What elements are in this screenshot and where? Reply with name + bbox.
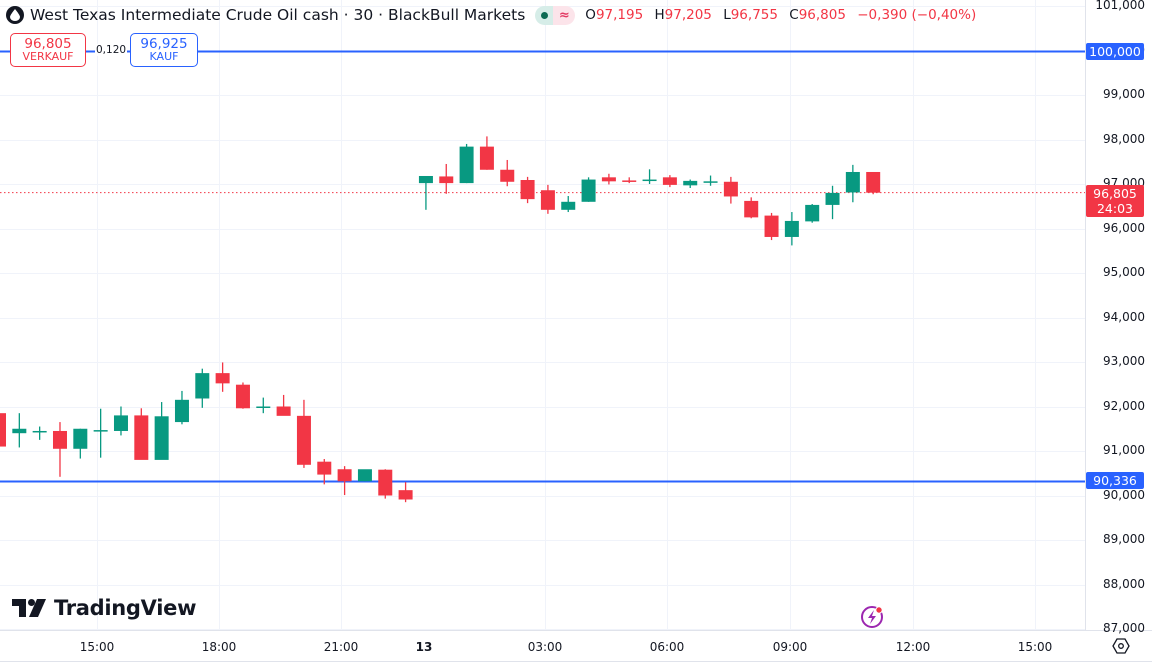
- hline-lower-tag[interactable]: 90,336: [1086, 472, 1144, 489]
- candle: [174, 390, 189, 425]
- symbol-title[interactable]: West Texas Intermediate Crude Oil cash ·…: [30, 6, 526, 24]
- candle: [459, 143, 474, 184]
- candle: [398, 482, 413, 503]
- oil-drop-icon[interactable]: [6, 6, 24, 24]
- time-axis-label: 15:00: [1017, 640, 1053, 654]
- open-value: 97,195: [595, 7, 644, 23]
- candle: [784, 212, 799, 246]
- time-axis-label: 18:00: [201, 640, 237, 654]
- sell-price: 96,805: [24, 35, 72, 52]
- candle: [195, 368, 210, 408]
- time-axis-label: 13: [415, 640, 433, 654]
- last-price-tag: 96,805 24:03: [1086, 185, 1144, 217]
- candle: [601, 173, 616, 185]
- candle: [479, 136, 494, 170]
- last-price-value: 96,805: [1093, 186, 1137, 201]
- candle: [296, 399, 311, 468]
- candle: [561, 196, 576, 213]
- candle: [540, 184, 555, 214]
- candle: [764, 212, 779, 241]
- price-axis-label: 96,000: [1103, 220, 1145, 235]
- sell-button[interactable]: 96,805 VERKAUF: [10, 33, 86, 67]
- candle: [500, 159, 515, 187]
- close-value: 96,805: [798, 7, 846, 23]
- candle: [845, 164, 860, 203]
- ohlc-values: O97,195 H97,205 L96,755 C96,805 −0,390 (…: [585, 7, 977, 23]
- candle: [581, 177, 596, 202]
- candle: [703, 175, 718, 186]
- candle: [805, 204, 820, 223]
- change-value: −0,390 (−0,40%): [857, 7, 977, 23]
- price-axis-label: 90,000: [1103, 487, 1145, 502]
- market-open-dot-icon: [535, 5, 554, 25]
- sell-label: VERKAUF: [22, 50, 74, 64]
- tradingview-logo[interactable]: TradingView: [12, 596, 196, 620]
- candle: [744, 197, 759, 219]
- buy-button[interactable]: 96,925 KAUF: [130, 33, 198, 67]
- time-axis-label: 09:00: [772, 640, 808, 654]
- price-axis-label: 99,000: [1103, 87, 1145, 101]
- candle: [215, 362, 230, 392]
- candle: [520, 176, 535, 204]
- candle: [662, 175, 677, 188]
- candle: [317, 459, 332, 485]
- candle: [154, 402, 169, 460]
- candlestick-series: [0, 136, 881, 503]
- price-axis-label: 88,000: [1103, 576, 1145, 591]
- bar-countdown: 24:03: [1096, 201, 1134, 216]
- price-axis-label: 87,000: [1103, 621, 1145, 635]
- low-value: 96,755: [730, 7, 778, 23]
- candle: [256, 397, 271, 414]
- high-value: 97,205: [664, 7, 712, 23]
- time-axis-label: 03:00: [527, 640, 563, 654]
- candle: [439, 163, 454, 194]
- candle: [418, 175, 433, 210]
- candle: [0, 413, 6, 447]
- price-axis-label: 91,000: [1103, 443, 1145, 457]
- chart-legend: West Texas Intermediate Crude Oil cash ·…: [6, 3, 976, 27]
- time-axis-label: 21:00: [323, 640, 359, 654]
- price-axis-label: 94,000: [1103, 309, 1145, 324]
- candle: [337, 466, 352, 496]
- candle: [723, 176, 738, 204]
- chart-settings-icon[interactable]: [1112, 637, 1130, 655]
- candle: [73, 428, 88, 459]
- candle: [276, 394, 291, 416]
- status-pill[interactable]: ≈: [535, 5, 576, 25]
- price-axis-label: 101,000: [1095, 0, 1145, 12]
- candle: [93, 408, 108, 458]
- price-axis-label: 89,000: [1103, 532, 1145, 546]
- candle: [52, 422, 67, 477]
- price-axis-label: 95,000: [1103, 265, 1145, 279]
- time-axis-label: 15:00: [79, 640, 115, 654]
- candle: [622, 177, 637, 184]
- candle: [866, 171, 881, 195]
- price-axis-label: 98,000: [1103, 131, 1145, 146]
- delayed-approx-icon: ≈: [553, 5, 576, 25]
- candle: [825, 185, 840, 220]
- tradingview-logo-icon: [12, 599, 46, 617]
- candle: [32, 426, 47, 440]
- spread-value: 0,120: [95, 44, 128, 56]
- grid-lines: [0, 0, 1085, 630]
- candle: [134, 408, 149, 460]
- buy-price: 96,925: [140, 35, 188, 52]
- candle: [683, 179, 698, 189]
- price-axis-label: 93,000: [1103, 354, 1145, 368]
- time-axis-label: 12:00: [895, 640, 931, 654]
- candle: [235, 382, 250, 409]
- time-axis-label: 06:00: [649, 640, 685, 654]
- hline-upper-tag[interactable]: 100,000: [1086, 43, 1144, 60]
- candle: [12, 413, 27, 448]
- candle: [113, 406, 128, 436]
- price-axis-label: 92,000: [1103, 398, 1145, 413]
- candle: [378, 469, 393, 499]
- candle: [357, 469, 372, 482]
- buy-label: KAUF: [149, 50, 179, 64]
- candle: [642, 169, 657, 184]
- flash-alert-icon[interactable]: [860, 604, 886, 630]
